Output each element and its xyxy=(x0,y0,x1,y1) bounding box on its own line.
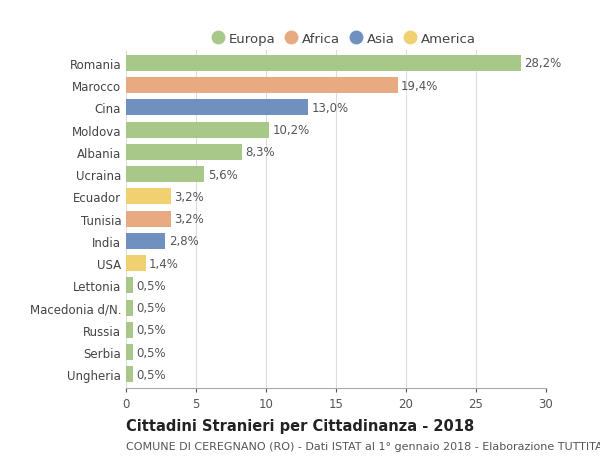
Text: 1,4%: 1,4% xyxy=(149,257,179,270)
Text: 3,2%: 3,2% xyxy=(175,213,204,226)
Text: Cittadini Stranieri per Cittadinanza - 2018: Cittadini Stranieri per Cittadinanza - 2… xyxy=(126,418,474,433)
Text: 0,5%: 0,5% xyxy=(137,324,166,336)
Legend: Europa, Africa, Asia, America: Europa, Africa, Asia, America xyxy=(209,28,480,50)
Bar xyxy=(126,256,146,272)
Text: 13,0%: 13,0% xyxy=(311,102,349,115)
Bar xyxy=(126,211,171,227)
Text: 19,4%: 19,4% xyxy=(401,79,439,92)
Text: 5,6%: 5,6% xyxy=(208,168,238,181)
Text: 2,8%: 2,8% xyxy=(169,235,199,248)
Text: 28,2%: 28,2% xyxy=(524,57,562,70)
Bar xyxy=(126,367,133,382)
Text: 8,3%: 8,3% xyxy=(246,146,275,159)
Text: COMUNE DI CEREGNANO (RO) - Dati ISTAT al 1° gennaio 2018 - Elaborazione TUTTITAL: COMUNE DI CEREGNANO (RO) - Dati ISTAT al… xyxy=(126,441,600,451)
Bar xyxy=(126,100,308,116)
Bar xyxy=(126,145,242,161)
Bar xyxy=(126,300,133,316)
Text: 0,5%: 0,5% xyxy=(137,279,166,292)
Bar xyxy=(126,123,269,138)
Bar xyxy=(126,56,521,72)
Bar xyxy=(126,233,165,249)
Bar xyxy=(126,322,133,338)
Text: 0,5%: 0,5% xyxy=(137,368,166,381)
Bar xyxy=(126,167,205,183)
Text: 0,5%: 0,5% xyxy=(137,346,166,359)
Bar xyxy=(126,189,171,205)
Bar xyxy=(126,278,133,294)
Bar xyxy=(126,78,398,94)
Text: 10,2%: 10,2% xyxy=(272,124,310,137)
Bar xyxy=(126,344,133,360)
Text: 3,2%: 3,2% xyxy=(175,190,204,203)
Text: 0,5%: 0,5% xyxy=(137,302,166,314)
